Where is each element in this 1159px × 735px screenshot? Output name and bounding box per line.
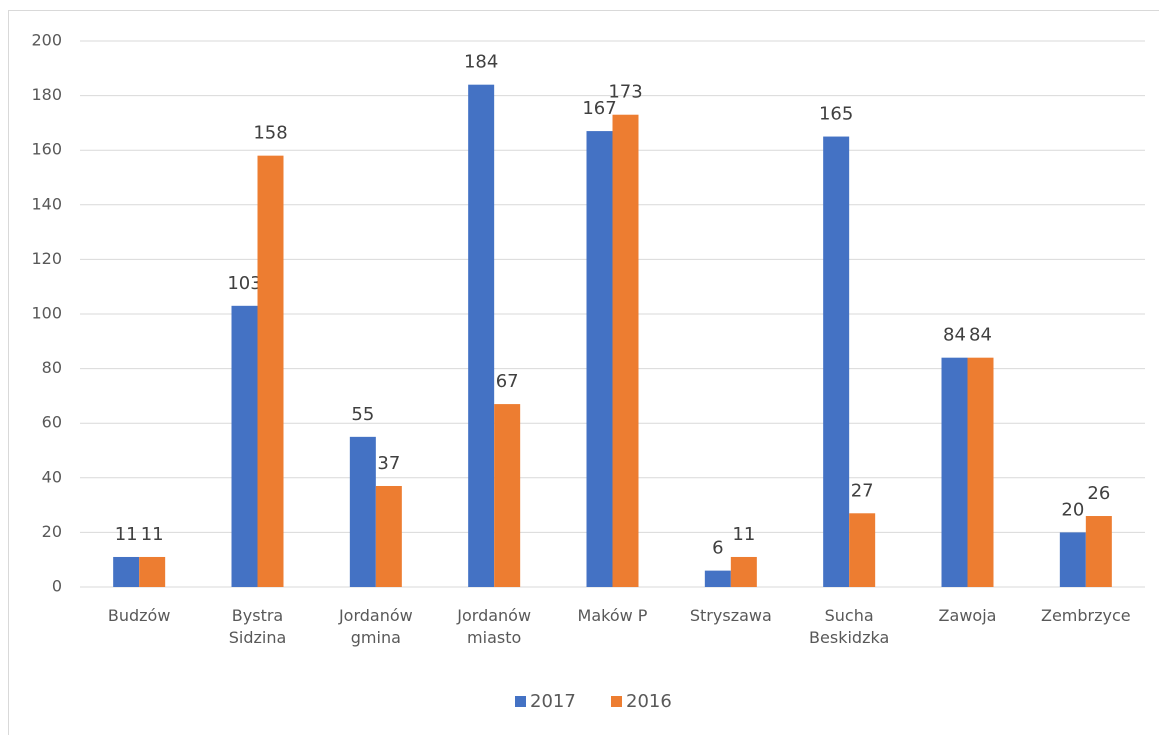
x-tick-label: Budzów — [107, 606, 171, 625]
bar — [494, 404, 521, 587]
y-tick-label: 100 — [31, 304, 62, 323]
x-tick-label: Bystra Sidzina — [228, 606, 287, 647]
y-tick-label: 120 — [31, 249, 62, 268]
data-label: 11 — [115, 524, 138, 545]
bar — [1085, 516, 1112, 587]
y-tick-label: 0 — [52, 577, 62, 596]
data-label: 165 — [819, 104, 853, 125]
bar — [849, 513, 876, 587]
bar — [257, 155, 284, 587]
bar — [139, 556, 166, 587]
data-label: 67 — [496, 371, 519, 392]
data-label: 173 — [608, 82, 642, 103]
x-tick-label: Stryszawa — [689, 606, 772, 625]
data-label: 184 — [464, 52, 498, 73]
data-label: 55 — [351, 404, 374, 425]
legend-swatch — [611, 696, 622, 707]
y-tick-label: 40 — [42, 467, 62, 486]
bar — [1059, 532, 1086, 587]
bar — [113, 556, 140, 587]
y-tick-label: 160 — [31, 140, 62, 159]
data-label: 103 — [227, 273, 261, 294]
x-tick-label: Maków P — [577, 606, 648, 625]
bar — [375, 485, 402, 587]
legend-swatch — [515, 696, 526, 707]
bar — [941, 357, 968, 587]
bar — [704, 570, 731, 587]
x-tick-label: Sucha Beskidzka — [809, 606, 890, 647]
x-tick-label: Zembrzyce — [1041, 606, 1131, 625]
data-label: 26 — [1087, 483, 1110, 504]
data-label: 37 — [377, 453, 400, 474]
y-tick-label: 60 — [42, 413, 62, 432]
data-label: 167 — [582, 98, 616, 119]
data-label: 11 — [732, 524, 755, 545]
legend-label: 2017 — [530, 691, 576, 712]
x-tick-label: Zawoja — [938, 606, 997, 625]
data-label: 84 — [943, 325, 966, 346]
y-tick-label: 180 — [31, 85, 62, 104]
y-tick-label: 80 — [42, 358, 62, 377]
legend-label: 2016 — [626, 691, 672, 712]
y-tick-label: 140 — [31, 194, 62, 213]
data-label: 84 — [969, 325, 992, 346]
bar — [468, 84, 495, 588]
data-label: 158 — [253, 123, 287, 144]
bar — [823, 136, 850, 588]
bar — [231, 305, 258, 587]
data-label: 11 — [141, 524, 164, 545]
x-tick-label: Jordanów gmina — [338, 606, 413, 647]
bar — [349, 436, 376, 587]
x-tick-label: Jordanów miasto — [457, 606, 532, 647]
bar — [586, 131, 613, 587]
data-label: 6 — [712, 538, 723, 559]
y-tick-label: 200 — [31, 31, 62, 50]
data-label: 27 — [851, 480, 874, 501]
chart-border — [8, 10, 1159, 735]
bar — [967, 357, 994, 587]
y-tick-label: 20 — [42, 522, 62, 541]
bar — [730, 556, 757, 587]
bar — [612, 114, 639, 588]
data-label: 20 — [1061, 499, 1084, 520]
